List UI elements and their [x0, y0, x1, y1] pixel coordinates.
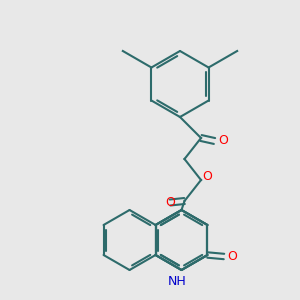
- Text: O: O: [166, 196, 176, 209]
- Text: O: O: [218, 134, 228, 148]
- Text: NH: NH: [168, 275, 186, 288]
- Text: O: O: [202, 170, 212, 183]
- Text: O: O: [227, 250, 237, 263]
